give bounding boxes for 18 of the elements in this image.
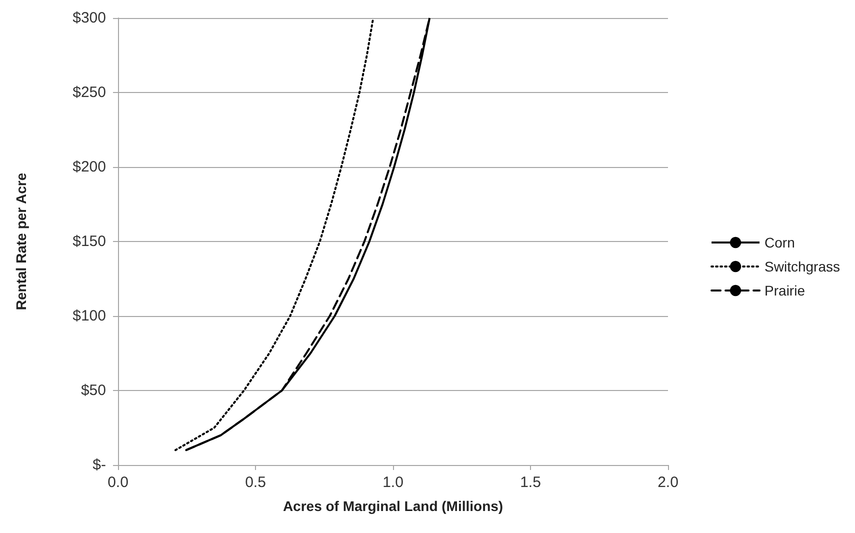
x-axis-title: Acres of Marginal Land (Millions) (282, 498, 504, 514)
y-tick-label: $200 (72, 158, 106, 176)
legend-label: Corn (764, 234, 795, 250)
y-tick-label: $300 (72, 10, 106, 26)
legend-label: Switchgrass (764, 258, 840, 274)
x-tick-label: 0.5 (245, 474, 266, 491)
line-series (174, 17, 374, 452)
x-tick-label: 2.0 (658, 474, 678, 491)
x-tick-label: 1.5 (520, 474, 541, 491)
legend-label: Prairie (764, 282, 806, 298)
x-tick-label: 1.0 (382, 474, 404, 491)
y-tick-label: $250 (72, 84, 106, 101)
y-tick-label: $100 (72, 308, 106, 324)
y-tick-label: $50 (80, 382, 106, 399)
y-tick-label: $- (92, 456, 106, 474)
y-tick-label: $150 (72, 233, 106, 250)
x-tick-label: 0.0 (108, 474, 128, 491)
y-axis-title: Rental Rate per Acre (13, 172, 29, 310)
